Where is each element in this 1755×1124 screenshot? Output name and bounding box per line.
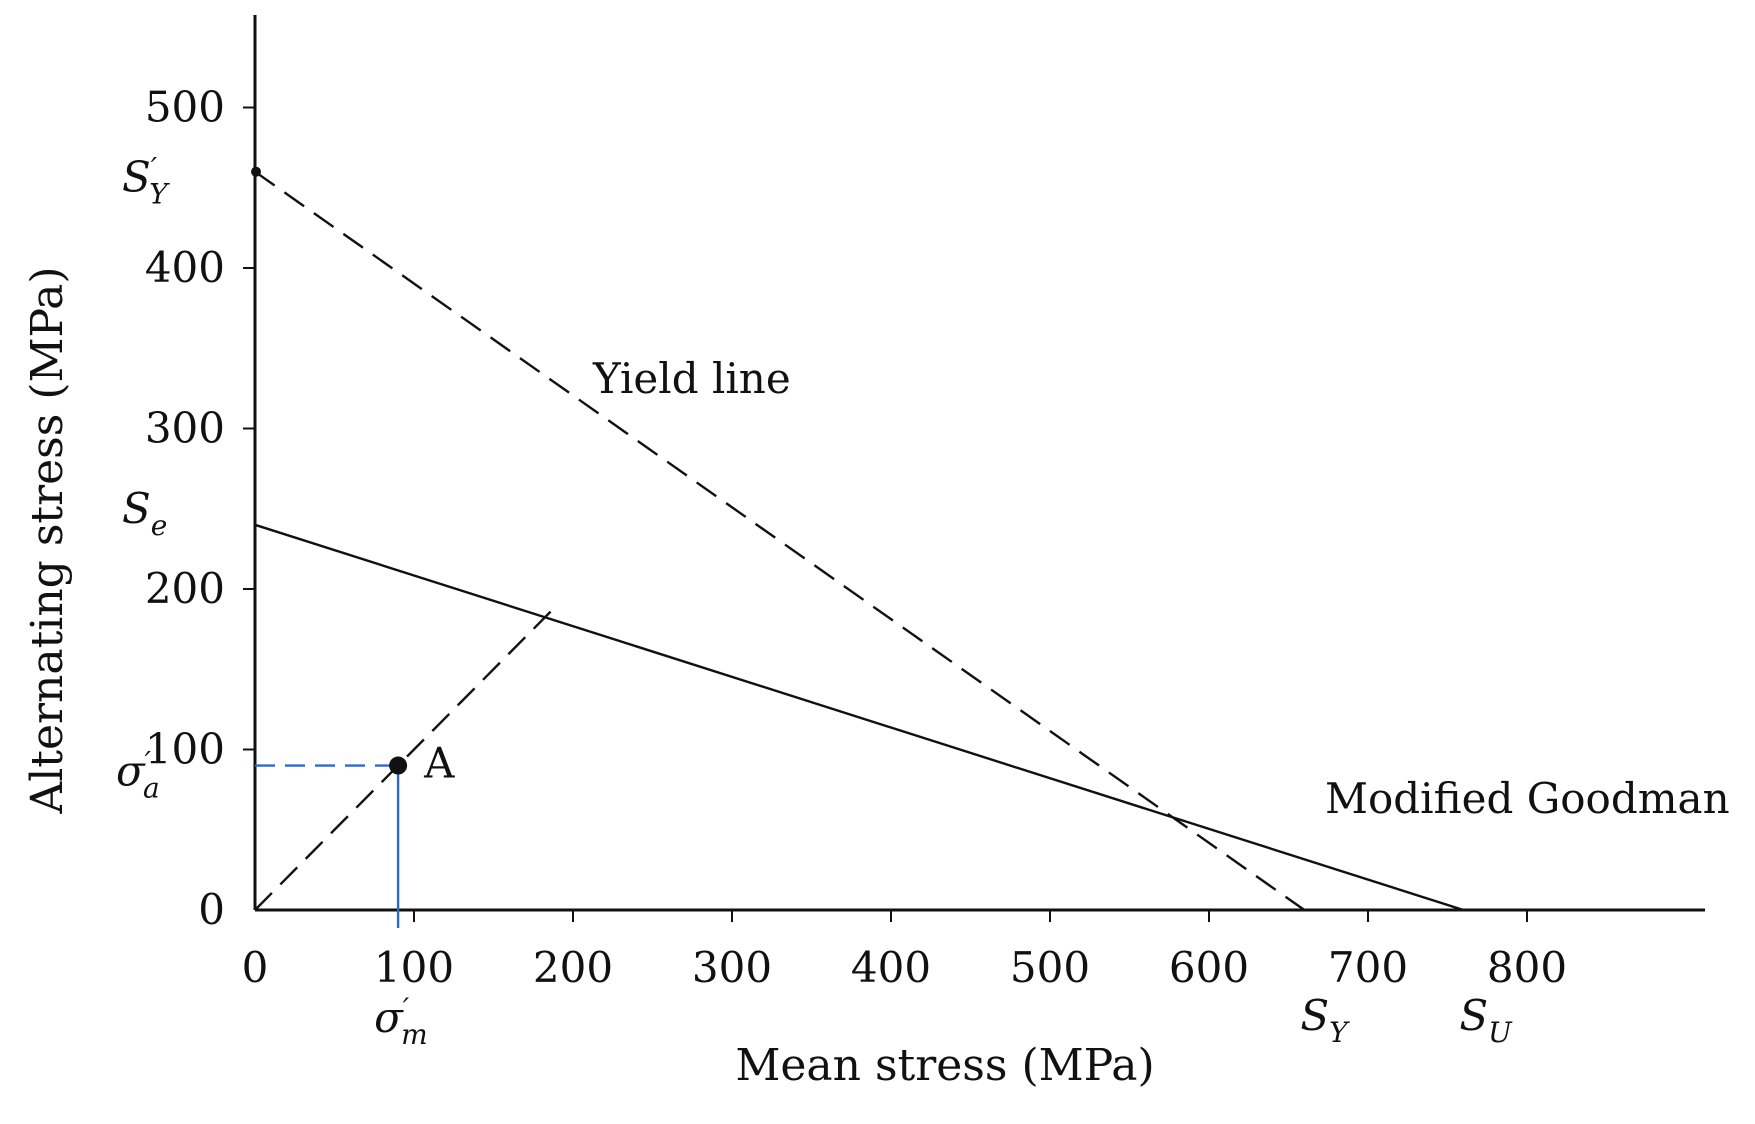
x-tick-label: 400	[851, 943, 931, 992]
symbols-layer: S′ Y Se σ′ a σ′ m SY SU	[116, 152, 1513, 1051]
x-tick-label: 200	[533, 943, 613, 992]
point-a	[389, 756, 408, 775]
sigma-a-label: σ′ a	[116, 746, 160, 805]
y-axis-title: Alternating stress (MPa)	[22, 266, 73, 814]
sy-label: SY	[1300, 991, 1350, 1049]
x-tick-label: 100	[374, 943, 454, 992]
x-tick-label: 700	[1328, 943, 1408, 992]
sy-prime-label: S′ Y	[122, 152, 170, 211]
x-ticks: 0 100 200 300 400 500 600 700 800	[242, 910, 1567, 992]
series-modified-goodman	[254, 523, 1464, 912]
point-a-label: A	[423, 739, 455, 788]
goodman-line-label: Modified Goodman	[1325, 774, 1730, 823]
y-tick-label: 400	[145, 243, 225, 292]
series-yield-line	[254, 170, 1306, 911]
x-tick-label: 300	[692, 943, 772, 992]
x-axis-title: Mean stress (MPa)	[735, 1040, 1154, 1091]
point-guides	[255, 764, 400, 928]
yield-line-start-marker	[251, 166, 261, 177]
sigma-m-label: σ′ m	[374, 992, 428, 1051]
se-label: Se	[122, 484, 167, 542]
x-tick-label: 0	[242, 943, 269, 992]
labels-layer: Yield line Modified Goodman	[592, 354, 1730, 823]
x-tick-label: 600	[1169, 943, 1249, 992]
y-tick-label: 200	[145, 564, 225, 613]
point-layer: A	[389, 739, 455, 788]
y-tick-label: 100	[145, 725, 225, 774]
y-tick-label: 300	[145, 404, 225, 453]
y-ticks: 0 100 200 300 400 500	[145, 83, 255, 934]
yield-line-label: Yield line	[592, 354, 791, 403]
su-label: SU	[1459, 991, 1513, 1049]
x-tick-label: 800	[1487, 943, 1567, 992]
y-tick-label: 0	[198, 885, 225, 934]
series-layer	[251, 166, 1464, 912]
y-tick-label: 500	[145, 83, 225, 132]
x-tick-label: 500	[1010, 943, 1090, 992]
series-load-line	[254, 604, 558, 911]
